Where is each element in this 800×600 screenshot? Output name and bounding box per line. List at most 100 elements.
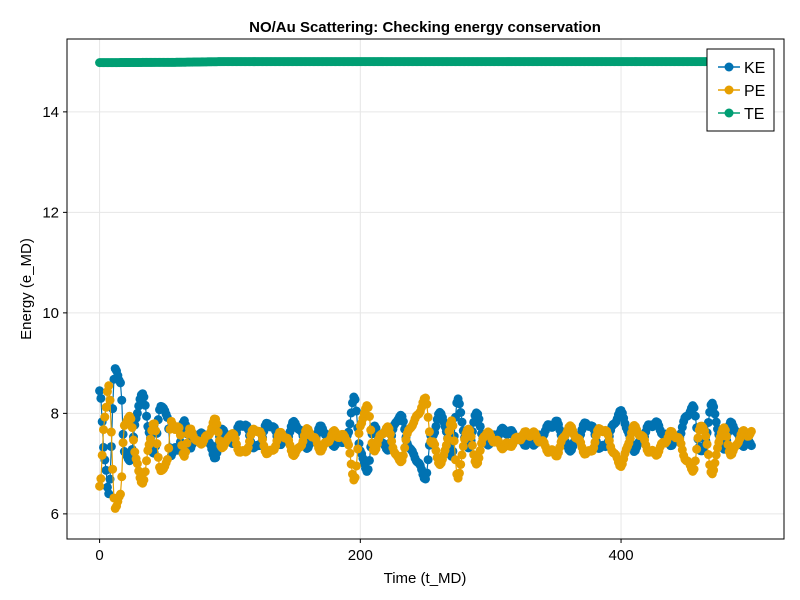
data-point-pe <box>132 459 142 469</box>
data-point-pe <box>398 450 408 460</box>
data-point-pe <box>127 423 137 433</box>
data-point-ke <box>345 419 355 429</box>
data-point-pe <box>351 461 361 471</box>
data-point-pe <box>354 428 364 438</box>
data-point-pe <box>97 450 107 460</box>
y-tick-label: 14 <box>42 104 59 121</box>
data-point-ke <box>746 441 756 451</box>
data-point-pe <box>474 453 484 463</box>
data-point-pe <box>423 412 433 422</box>
data-point-pe <box>181 447 191 457</box>
data-point-pe <box>466 432 476 442</box>
data-point-ke <box>351 406 361 416</box>
data-point-ke <box>711 417 721 427</box>
data-point-pe <box>722 431 732 441</box>
data-point-pe <box>153 452 163 462</box>
y-tick-label: 10 <box>42 305 59 322</box>
data-point-pe <box>100 412 110 422</box>
y-tick-label: 12 <box>42 204 59 221</box>
data-point-pe <box>164 443 174 453</box>
data-point-pe <box>385 429 395 439</box>
data-point-pe <box>175 430 185 440</box>
data-point-ke <box>117 395 127 405</box>
data-point-pe <box>139 475 149 485</box>
data-point-pe <box>458 441 468 451</box>
data-point-pe <box>101 402 111 412</box>
data-point-pe <box>149 419 159 429</box>
data-point-pe <box>448 421 458 431</box>
data-point-ke <box>709 402 719 412</box>
legend-label: KE <box>744 60 765 77</box>
x-tick-label: 400 <box>609 547 634 564</box>
data-point-pe <box>174 423 184 433</box>
data-point-ke <box>422 468 432 478</box>
data-point-ke <box>475 421 485 431</box>
data-point-pe <box>350 473 360 483</box>
data-point-pe <box>364 412 374 421</box>
x-tick-label: 0 <box>95 547 103 564</box>
data-point-ke <box>134 401 144 411</box>
x-tick-label: 200 <box>348 547 373 564</box>
data-point-pe <box>701 431 711 441</box>
legend-item-te: TE <box>718 106 764 123</box>
data-point-pe <box>456 459 466 469</box>
data-point-pe <box>104 381 114 391</box>
y-tick-label: 6 <box>51 506 59 523</box>
data-point-ke <box>96 393 106 403</box>
data-point-ke <box>115 378 125 388</box>
legend-marker <box>724 85 734 95</box>
data-point-ke <box>689 403 699 413</box>
data-point-pe <box>363 403 373 412</box>
data-point-pe <box>711 450 721 460</box>
data-point-pe <box>162 455 172 465</box>
data-point-pe <box>431 446 441 456</box>
data-point-ke <box>454 399 464 409</box>
data-point-pe <box>710 458 720 468</box>
data-point-pe <box>130 447 140 457</box>
data-point-pe <box>117 472 127 482</box>
plot-series <box>95 57 756 513</box>
data-point-pe <box>475 446 485 456</box>
data-point-ke <box>431 421 441 431</box>
data-point-pe <box>690 456 700 466</box>
x-axis-label: Time (t_MD) <box>384 570 467 587</box>
chart-title: NO/Au Scattering: Checking energy conser… <box>249 19 601 36</box>
data-point-pe <box>108 464 118 474</box>
data-point-ke <box>105 474 115 484</box>
data-point-pe <box>115 489 125 499</box>
data-point-ke <box>398 417 408 427</box>
data-point-ke <box>364 455 374 465</box>
data-point-ke <box>140 400 150 410</box>
series-pe <box>95 381 756 513</box>
data-point-ke <box>474 414 484 424</box>
data-point-ke <box>350 394 360 404</box>
data-point-pe <box>457 450 467 460</box>
data-point-ke <box>457 417 467 427</box>
data-point-pe <box>145 434 155 444</box>
data-point-ke <box>363 464 373 474</box>
data-point-pe <box>106 427 116 437</box>
data-point-pe <box>99 425 108 435</box>
series-te <box>95 57 756 68</box>
data-point-pe <box>344 440 354 450</box>
data-point-pe <box>693 433 703 443</box>
data-point-pe <box>709 465 719 475</box>
data-point-pe <box>345 448 355 458</box>
data-point-pe <box>366 425 376 435</box>
data-point-pe <box>134 466 144 476</box>
data-point-ke <box>99 442 108 452</box>
grid-lines <box>67 39 784 539</box>
data-point-pe <box>95 481 105 491</box>
legend-marker <box>724 108 734 118</box>
data-point-ke <box>142 411 152 421</box>
axis-ticks: 0 200 400 6 8 10 12 14 <box>42 104 633 564</box>
data-point-ke <box>132 408 142 418</box>
data-point-pe <box>449 436 459 446</box>
data-point-pe <box>213 427 223 437</box>
legend-label: TE <box>744 106 764 123</box>
data-point-pe <box>692 444 702 454</box>
data-point-ke <box>118 429 128 439</box>
data-point-pe <box>746 426 756 436</box>
data-point-ke <box>690 411 700 421</box>
data-point-pe <box>353 444 363 454</box>
